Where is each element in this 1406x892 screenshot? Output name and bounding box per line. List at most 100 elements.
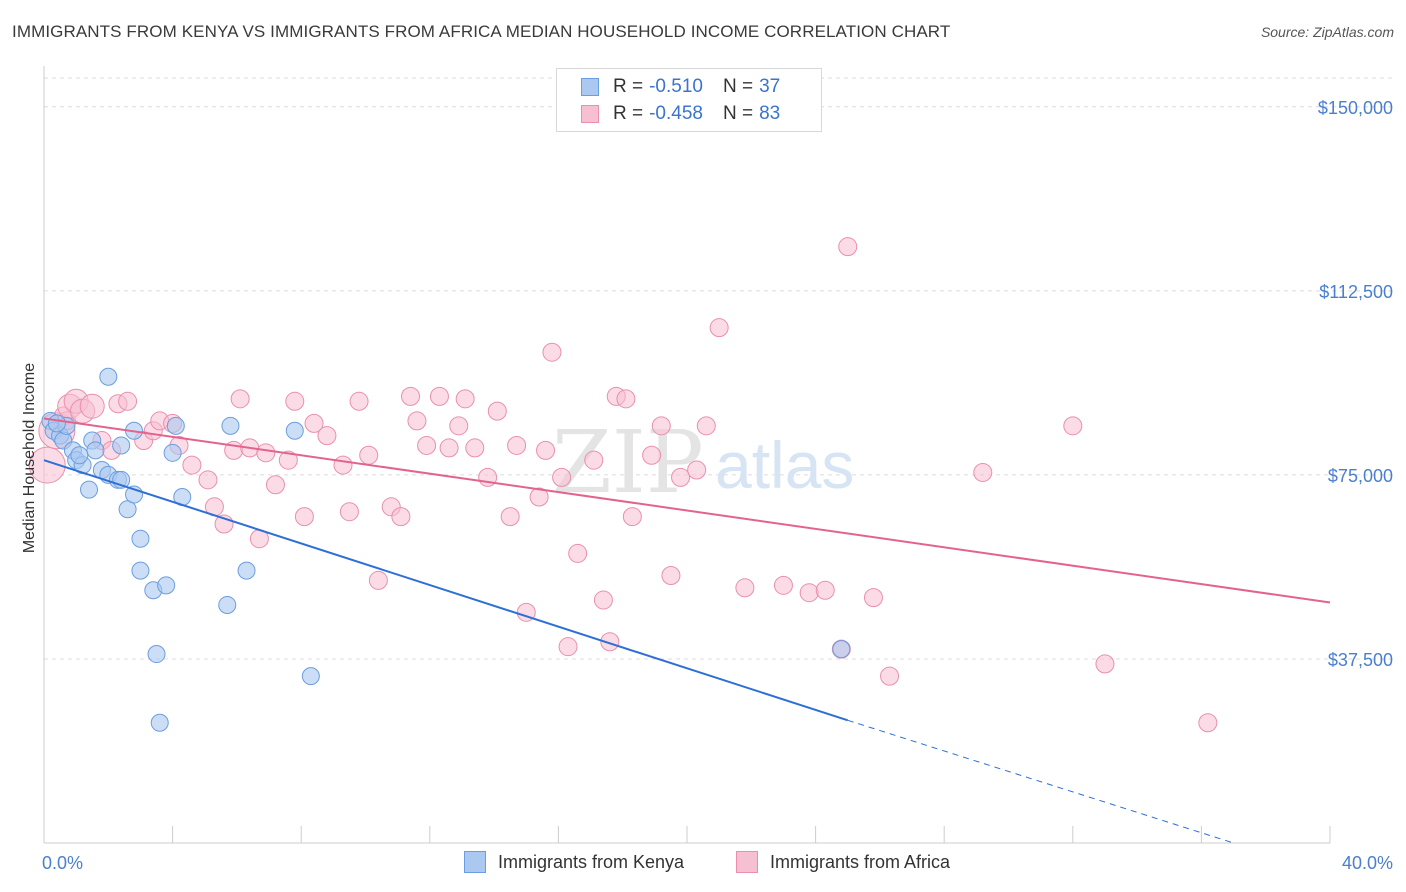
africa-point [256,443,276,463]
africa-point [536,440,556,460]
africa-point [391,507,411,527]
africa-point [429,386,449,406]
kenya-point [150,713,169,732]
africa-point [529,487,549,507]
africa-swatch [581,105,599,123]
kenya-point [131,561,150,580]
africa-point [838,237,858,257]
africa-point [973,462,993,482]
x-tick-label: 40.0% [1342,853,1393,873]
legend-r-value: -0.458 [649,103,703,124]
y-tick-labels: $37,500 $75,000 $112,500 $150,000 [1318,98,1393,670]
africa-point [584,450,604,470]
africa-point [568,543,588,563]
kenya-point [147,645,166,664]
africa-point [880,666,900,686]
legend-r-label: R = [613,103,644,124]
kenya-point [237,561,256,580]
africa-trend-line [43,417,1331,604]
africa-point [552,467,572,487]
africa-point [651,416,671,436]
kenya-point [131,529,150,548]
africa-point [317,426,337,446]
africa-legend-label: Immigrants from Africa [770,851,951,872]
africa-point [368,570,388,590]
africa-point [449,416,469,436]
kenya-point [218,595,237,614]
africa-swatch [736,851,758,873]
africa-point [349,391,369,411]
kenya-legend-label: Immigrants from Kenya [498,851,685,872]
africa-point [1198,713,1218,733]
africa-point [487,401,507,421]
africa-point [439,438,459,458]
kenya-point [166,416,185,435]
africa-point [735,578,755,598]
axes [43,66,1331,844]
kenya-point [47,414,66,433]
africa-point [359,445,379,465]
africa-point [671,467,691,487]
africa-point [79,393,105,419]
legend-row-kenya: R = -0.510 N = 37 [581,75,780,99]
africa-point [558,637,578,657]
africa-point [642,445,662,465]
chart-title: IMMIGRANTS FROM KENYA VS IMMIGRANTS FROM… [12,22,951,41]
bottom-legend-africa: Immigrants from Africa [736,851,950,873]
africa-point [182,455,202,475]
africa-point [709,318,729,338]
kenya-point [99,367,118,386]
africa-point [815,580,835,600]
kenya-swatch [464,851,486,873]
kenya-point [832,640,851,659]
x-tick-label: 0.0% [42,853,83,873]
africa-point [278,450,298,470]
kenya-point [157,576,176,595]
kenya-point [221,416,240,435]
africa-point [28,446,66,484]
kenya-point [80,480,99,499]
africa-point [696,416,716,436]
africa-point [455,389,475,409]
watermark-atlas: atlas [715,428,854,502]
kenya-point [86,441,105,460]
legend-n-value: 37 [759,76,781,97]
kenya-point [163,443,182,462]
watermark-zip: ZIP [552,413,704,513]
africa-point [622,507,642,527]
x-tick-labels: 0.0% 40.0% [42,853,1393,873]
y-axis-label: Median Household Income [21,363,38,553]
africa-point [465,438,485,458]
africa-point [593,590,613,610]
africa-point [118,391,138,411]
africa-point [773,575,793,595]
kenya-point [285,421,304,440]
kenya-trend-extension [847,719,1234,844]
africa-point [799,583,819,603]
trend-lines [43,417,1331,844]
kenya-trend-line [43,459,849,722]
africa-point [265,475,285,495]
africa-point [500,507,520,527]
africa-point [230,389,250,409]
africa-point [417,435,437,455]
watermark: ZIP atlas [552,413,854,513]
africa-point [285,391,305,411]
y-tick-label: $150,000 [1318,98,1393,118]
africa-point [294,507,314,527]
y-tick-label: $112,500 [1319,282,1393,302]
africa-point [339,502,359,522]
legend-r-label: R = [613,76,644,97]
kenya-point [112,436,131,455]
legend-n-label: N = [722,76,754,97]
africa-point [401,386,421,406]
y-tick-label: $37,500 [1328,650,1393,670]
africa-point [507,435,527,455]
legend-row-africa: R = -0.458 N = 83 [581,102,780,126]
africa-point [600,632,620,652]
y-tick-label: $75,000 [1328,466,1393,486]
kenya-swatch [581,78,599,96]
source-credit: Source: ZipAtlas.com [1260,24,1394,40]
legend-r-value: -0.510 [649,76,703,97]
